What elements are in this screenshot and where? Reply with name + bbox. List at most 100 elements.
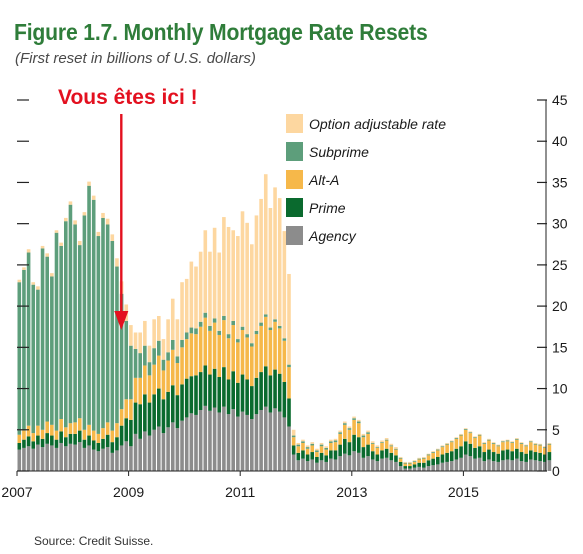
bar-segment-agency (96, 451, 101, 471)
source-note: Source: Credit Suisse. (34, 534, 154, 548)
bar-segment-subprime (124, 320, 129, 400)
bar-segment-option-adjustable-rate (259, 198, 263, 323)
bar-segment-subprime (356, 421, 361, 424)
bar-segment-subprime (31, 284, 36, 434)
bar-segment-alt-a (319, 446, 324, 453)
bar-segment-option-adjustable-rate (380, 440, 384, 443)
bar-segment-prime (370, 451, 375, 460)
bar-segment-alt-a (129, 399, 133, 420)
bar-segment-agency (36, 444, 40, 471)
bar-segment-subprime (440, 446, 445, 448)
bar-segment-option-adjustable-rate (263, 174, 268, 315)
bar-segment-subprime (184, 332, 189, 340)
bar-segment-subprime (36, 289, 40, 426)
bar-segment-prime (338, 444, 342, 457)
bar-segment-agency (477, 457, 482, 471)
bar-segment-subprime (310, 443, 315, 446)
bar-segment-prime (268, 375, 273, 413)
bar-segment-agency (310, 459, 315, 471)
bar-segment-subprime (180, 339, 184, 348)
bar-segment-prime (380, 450, 384, 459)
bar-segment-alt-a (40, 429, 45, 439)
bar-segment-subprime (68, 204, 73, 424)
bar-segment-subprime (519, 442, 524, 444)
x-tick-label: 2009 (113, 484, 144, 500)
bar-segment-prime (375, 454, 380, 462)
bar-segment-option-adjustable-rate (40, 245, 45, 249)
bar-segment-agency (301, 458, 305, 471)
bar-segment-subprime (222, 316, 226, 321)
bar-segment-agency (319, 460, 324, 471)
bar-segment-alt-a (384, 440, 389, 449)
bar-segment-option-adjustable-rate (473, 436, 477, 438)
bar-segment-option-adjustable-rate (449, 440, 454, 442)
bar-segment-option-adjustable-rate (477, 433, 482, 435)
bar-segment-prime (166, 391, 170, 428)
bar-segment-subprime (449, 441, 454, 443)
bar-segment-prime (73, 433, 77, 445)
bar-segment-subprime (501, 441, 505, 443)
bar-segment-option-adjustable-rate (143, 320, 147, 346)
bar-segment-option-adjustable-rate (519, 442, 524, 443)
bar-segment-prime (510, 451, 514, 461)
bar-segment-option-adjustable-rate (245, 222, 249, 335)
bar-segment-alt-a (417, 459, 421, 463)
bar-segment-option-adjustable-rate (129, 325, 133, 346)
bar-segment-alt-a (119, 409, 124, 426)
annotation-arrow (114, 114, 129, 330)
bar-segment-option-adjustable-rate (161, 339, 166, 360)
bar-segment-option-adjustable-rate (487, 438, 491, 440)
chart-title: Figure 1.7. Monthly Mortgage Rate Resets (14, 19, 428, 45)
bar-segment-agency (315, 462, 319, 471)
bar-segment-subprime (254, 330, 259, 335)
bar-segment-subprime (319, 444, 324, 447)
bar-segment-prime (398, 461, 403, 467)
bar-segment-option-adjustable-rate (64, 217, 68, 222)
bar-segment-prime (542, 454, 547, 462)
bar-segment-alt-a (426, 455, 431, 461)
bar-segment-subprime (445, 443, 449, 445)
bar-segment-prime (250, 386, 254, 420)
bar-segment-agency (77, 442, 82, 471)
bar-segment-agency (161, 433, 166, 471)
bar-segment-prime (454, 448, 459, 460)
bar-segment-agency (533, 460, 538, 471)
bar-segment-prime (77, 430, 82, 443)
bar-segment-option-adjustable-rate (82, 212, 87, 216)
bar-segment-subprime (152, 348, 156, 365)
bar-segment-option-adjustable-rate (87, 181, 91, 186)
bar-segment-prime (366, 444, 370, 457)
bar-segment-subprime (510, 442, 514, 443)
bar-segment-subprime (305, 447, 310, 449)
bar-segment-subprime (273, 319, 277, 322)
bar-segment-agency (212, 407, 217, 471)
bar-segment-subprime (22, 269, 26, 431)
bar-segment-agency (170, 422, 175, 471)
bar-segment-option-adjustable-rate (203, 230, 208, 313)
bar-segment-prime (449, 451, 454, 462)
bar-segment-subprime (338, 432, 342, 434)
bar-segment-agency (231, 409, 235, 471)
bar-segment-alt-a (380, 442, 384, 451)
legend-swatch-subprime (286, 142, 303, 161)
bar-segment-agency (50, 445, 54, 471)
bar-segment-subprime (129, 345, 133, 400)
bar-segment-alt-a (250, 346, 254, 387)
y-tick-label: 45 (552, 92, 568, 108)
bar-segment-subprime (482, 442, 487, 444)
bar-segment-alt-a (240, 330, 245, 375)
x-tick-label: 2007 (1, 484, 32, 500)
bar-segment-prime (496, 453, 501, 462)
bar-segment-prime (473, 447, 477, 459)
bar-segment-agency (22, 447, 26, 471)
bar-segment-prime (324, 455, 328, 462)
bar-segment-prime (519, 452, 524, 462)
bar-segment-prime (529, 450, 533, 460)
bar-segment-option-adjustable-rate (417, 457, 421, 459)
bar-segment-alt-a (245, 337, 249, 380)
bar-segment-agency (380, 458, 384, 471)
bar-segment-prime (59, 431, 63, 443)
bar-segment-option-adjustable-rate (366, 430, 370, 433)
bar-segment-agency (436, 464, 440, 471)
bar-segment-option-adjustable-rate (352, 416, 356, 419)
